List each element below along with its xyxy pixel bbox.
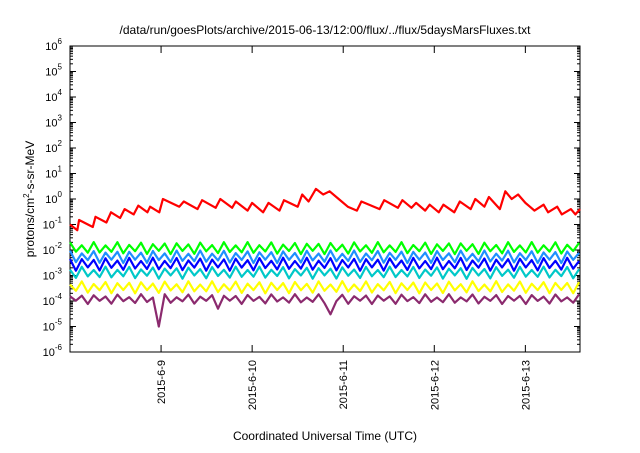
x-tick-label: 2015-6-9 [156,360,168,404]
series-line [69,249,580,265]
series-line [69,280,581,295]
y-tick-label: 106 [45,37,62,53]
x-axis-label: Coordinated Universal Time (UTC) [233,429,417,443]
x-tick-label: 2015-6-10 [247,360,259,410]
y-tick-label: 10-4 [43,292,63,308]
x-tick-label: 2015-6-13 [520,360,532,410]
y-tick-label: 103 [45,114,62,130]
y-tick-label: 10-5 [43,318,63,334]
series-line [69,293,581,328]
y-tick-label: 101 [45,165,62,181]
y-tick-label: 105 [45,63,62,79]
axes: 10-6 10-5 10-4 10-3 10-2 10-1 100 101 102 103 104 1… [43,37,580,410]
y-tick-label: 104 [45,88,62,104]
series-line [69,187,581,232]
y-tick-label: 10-6 [43,343,63,359]
x-tick-label: 2015-6-11 [338,360,350,409]
series-line [69,256,580,272]
y-tick-label: 102 [45,139,62,155]
data-series [69,187,581,328]
series-line [69,241,580,256]
x-tick-label: 2015-6-12 [429,360,441,410]
series-line [69,265,581,280]
y-tick-label: 10-1 [43,216,63,232]
y-axis-label-sup: 2 [22,193,31,198]
y-axis-label: protons/cm2-s-sr-MeV [22,141,37,257]
y-tick-label: 100 [45,190,62,206]
y-axis-label-main: protons/cm [23,198,37,257]
y-tick-label: 10-3 [43,267,63,283]
y-tick-label: 10-2 [43,241,63,257]
chart-title: /data/run/goesPlots/archive/2015-06-13/1… [120,23,532,37]
y-axis-label-rest: -s-sr-MeV [23,141,37,194]
